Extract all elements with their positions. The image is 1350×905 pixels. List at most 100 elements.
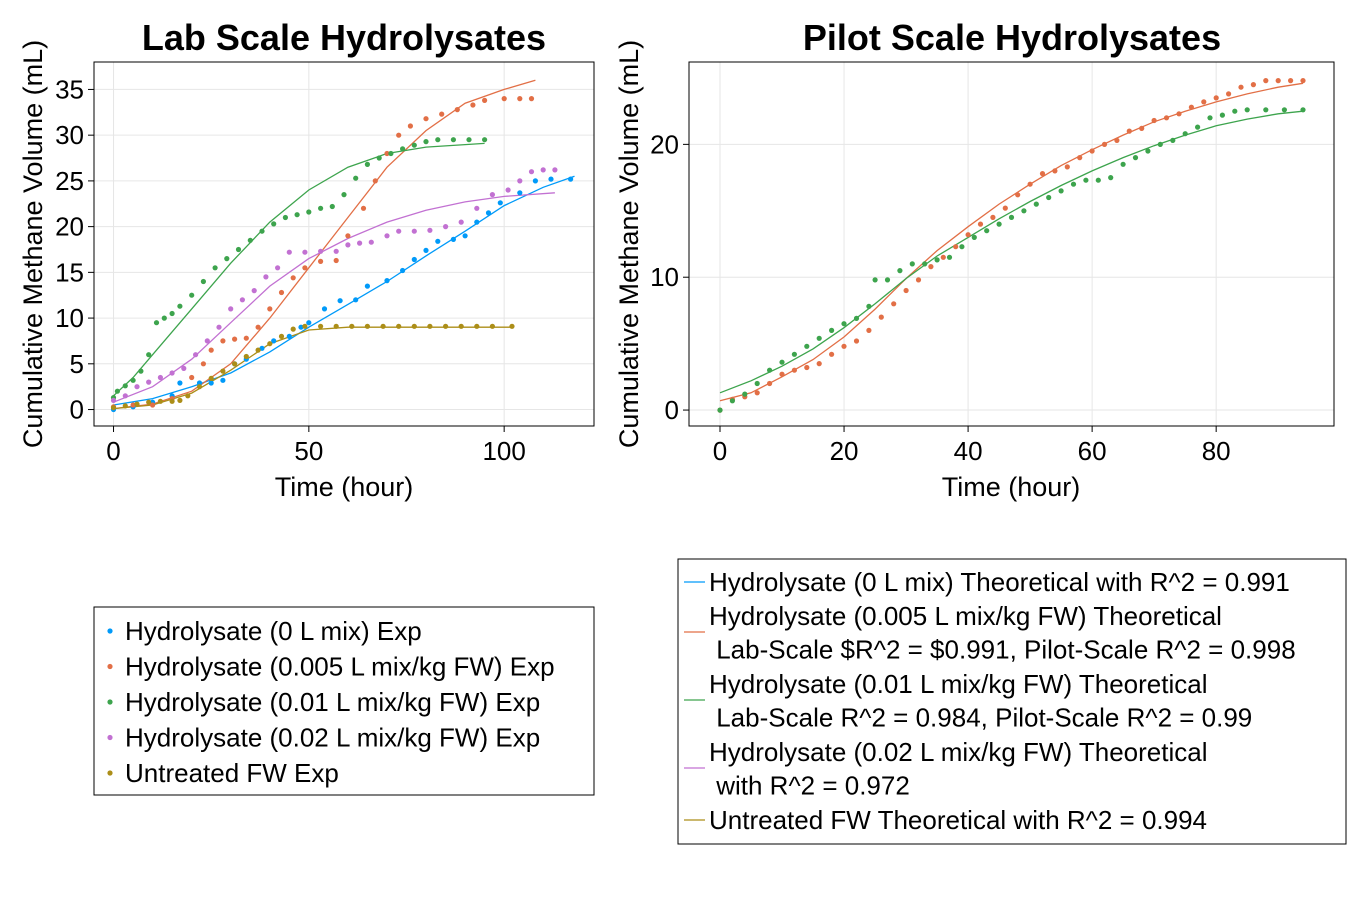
lab-purple-exp-point xyxy=(263,274,269,280)
legend-theory-label: Hydrolysate (0.02 L mix/kg FW) Theoretic… xyxy=(709,737,1208,767)
pilot-orange-exp-point xyxy=(915,277,922,283)
lab-plot-ticks: 0 50 100 0 5 10 15 20 25 30 35 xyxy=(55,74,526,466)
lab-gold-exp-point xyxy=(509,323,515,329)
lab-gold-exp-point xyxy=(443,323,449,329)
lab-purple-exp-point xyxy=(540,167,546,173)
lab-plot-x-label: Time (hour) xyxy=(275,472,414,502)
lab-green-exp-point xyxy=(189,292,195,298)
lab-orange-exp-point xyxy=(267,306,273,312)
lab-blue-exp-point xyxy=(259,345,265,351)
pilot-plot-grid xyxy=(689,62,1334,426)
legend-exp-marker-gold xyxy=(107,770,113,776)
lab-purple-theoretical-line xyxy=(113,192,555,403)
pilot-green-exp-point xyxy=(934,257,940,263)
pilot-green-exp-point xyxy=(1157,141,1163,147)
legend-theory-label: Lab-Scale $R^2 = $0.991, Pilot-Scale R^2… xyxy=(709,635,1296,665)
pilot-green-exp-point xyxy=(1058,188,1064,194)
lab-green-exp-point xyxy=(235,246,242,253)
lab-green-exp-point xyxy=(364,161,370,167)
lab-purple-exp-point xyxy=(333,248,339,254)
legend-theory-label: Hydrolysate (0.005 L mix/kg FW) Theoreti… xyxy=(709,601,1222,631)
pilot-green-exp-point xyxy=(1145,148,1151,154)
lab-purple-exp-point xyxy=(216,324,222,330)
pilot-plot-title: Pilot Scale Hydrolysates xyxy=(803,17,1221,58)
pilot-green-exp-point xyxy=(1108,175,1114,181)
pilot-green-exp-point xyxy=(897,268,903,274)
lab-blue-exp-point xyxy=(400,267,406,274)
pilot-orange-exp-point xyxy=(791,367,798,373)
lab-blue-exp-point xyxy=(548,176,554,182)
lab-green-exp-point xyxy=(423,139,429,145)
pilot-x-tick-label: 80 xyxy=(1202,436,1231,466)
lab-green-theoretical-line xyxy=(113,142,485,397)
lab-y-tick-label: 5 xyxy=(70,349,84,379)
pilot-green-exp-point xyxy=(1281,107,1287,113)
lab-blue-exp-point xyxy=(177,380,183,386)
lab-plot-series xyxy=(110,79,575,413)
pilot-orange-exp-point xyxy=(804,364,810,371)
lab-orange-exp-point xyxy=(345,233,351,239)
lab-purple-exp-point xyxy=(517,178,523,184)
lab-orange-exp-point xyxy=(150,402,156,408)
lab-orange-exp-point xyxy=(528,96,535,102)
pilot-green-exp-point xyxy=(804,343,810,349)
lab-green-exp-point xyxy=(411,142,417,148)
legend-exp-marker-purple xyxy=(107,734,113,741)
lab-purple-exp-point xyxy=(193,352,199,358)
lab-purple-exp-point xyxy=(134,384,140,390)
pilot-green-exp-point xyxy=(1232,108,1238,114)
lab-orange-exp-point xyxy=(290,275,296,281)
pilot-x-tick-label: 60 xyxy=(1078,436,1107,466)
lab-green-exp-point xyxy=(122,383,128,389)
lab-green-exp-point xyxy=(169,310,175,317)
legend-exp-label: Untreated FW Exp xyxy=(125,758,339,788)
lab-green-exp-point xyxy=(282,214,288,221)
lab-blue-exp-point xyxy=(271,338,277,344)
pilot-green-exp-point xyxy=(909,261,915,267)
lab-purple-exp-point xyxy=(384,233,390,239)
pilot-green-exp-point xyxy=(1033,201,1039,207)
lab-purple-exp-point xyxy=(411,228,417,234)
lab-gold-exp-point xyxy=(177,397,183,403)
pilot-orange-exp-point xyxy=(754,390,760,396)
pilot-orange-exp-point xyxy=(853,338,860,344)
lab-y-tick-label: 30 xyxy=(55,120,84,150)
legend-exp-label: Hydrolysate (0.005 L mix/kg FW) Exp xyxy=(125,652,555,682)
lab-blue-exp-point xyxy=(321,306,328,312)
lab-gold-exp-point xyxy=(290,326,296,332)
pilot-orange-exp-point xyxy=(767,380,773,387)
pilot-orange-exp-point xyxy=(829,351,835,357)
lab-y-tick-label: 10 xyxy=(55,303,84,333)
lab-gold-exp-point xyxy=(232,361,238,367)
legend-exp-marker-blue xyxy=(107,628,113,634)
pilot-orange-exp-point xyxy=(928,264,934,270)
pilot-green-exp-point xyxy=(1021,208,1027,214)
legend-theory-label: Lab-Scale R^2 = 0.984, Pilot-Scale R^2 =… xyxy=(709,703,1252,733)
lab-gold-exp-point xyxy=(474,323,480,329)
lab-gold-exp-point xyxy=(185,393,191,399)
lab-purple-exp-point xyxy=(345,242,351,248)
legend-exp-label: Hydrolysate (0.01 L mix/kg FW) Exp xyxy=(125,687,540,717)
lab-orange-exp-point xyxy=(454,107,460,113)
lab-gold-exp-point xyxy=(157,398,163,404)
lab-orange-exp-point xyxy=(220,338,226,344)
lab-green-exp-point xyxy=(341,192,347,198)
pilot-green-exp-point xyxy=(1244,107,1250,113)
pilot-green-exp-point xyxy=(959,244,965,250)
pilot-green-exp-point xyxy=(1195,124,1201,130)
lab-blue-exp-point xyxy=(474,219,480,225)
lab-orange-exp-point xyxy=(278,289,285,296)
pilot-green-exp-point xyxy=(717,407,723,413)
lab-blue-theoretical-line xyxy=(113,175,575,406)
lab-green-exp-point xyxy=(271,221,277,227)
pilot-green-exp-point xyxy=(971,234,977,240)
lab-orange-exp-point xyxy=(200,361,206,367)
lab-y-tick-label: 20 xyxy=(55,212,84,242)
pilot-y-tick-label: 0 xyxy=(665,395,679,425)
lab-purple-exp-point xyxy=(286,249,292,255)
pilot-green-exp-point xyxy=(829,327,835,333)
lab-plot-y-label: Cumulative Methane Volume (mL) xyxy=(18,40,48,448)
pilot-y-tick-label: 10 xyxy=(650,262,679,292)
lab-gold-exp-point xyxy=(134,401,140,407)
pilot-green-theoretical-line xyxy=(719,110,1304,394)
